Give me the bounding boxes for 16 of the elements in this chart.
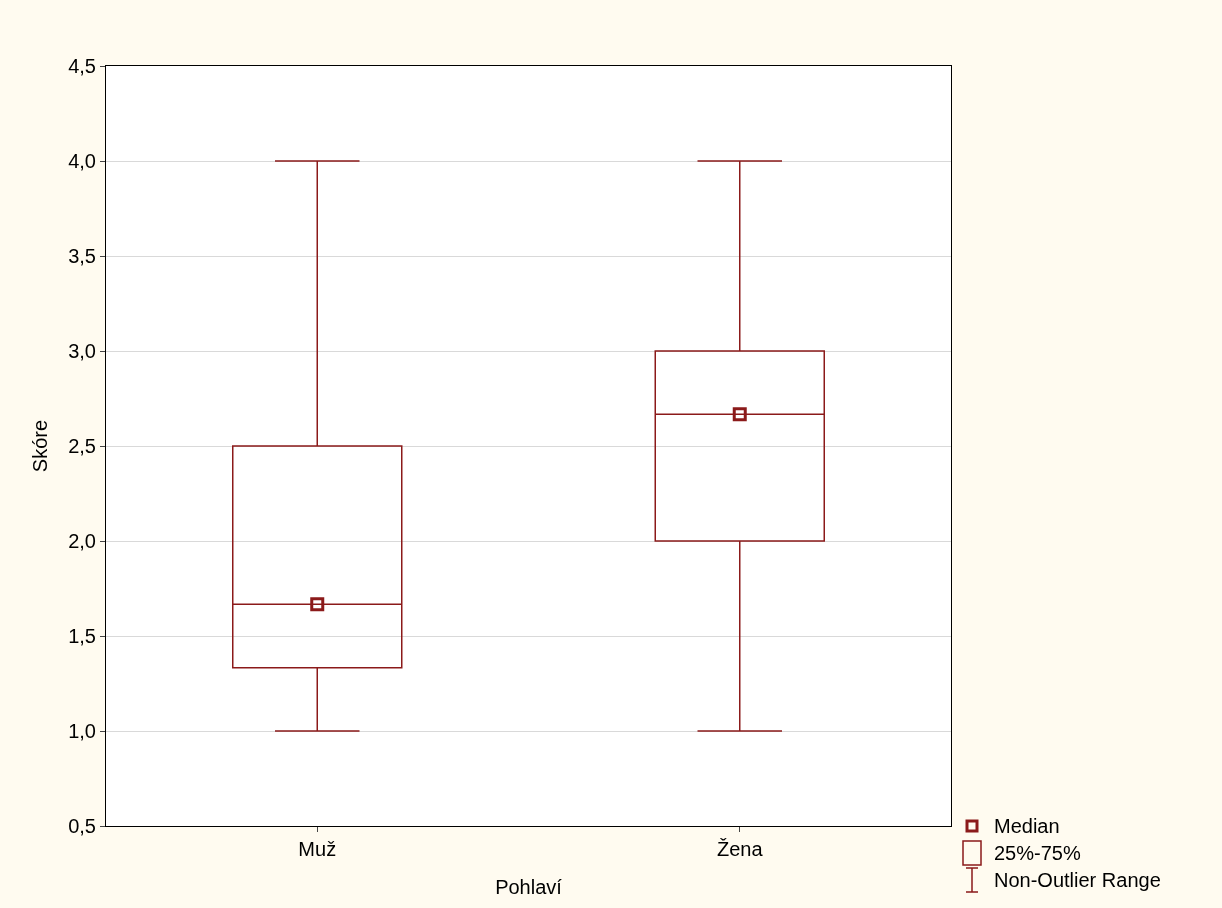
y-tick-label: 4,0 (68, 150, 96, 172)
y-tick-label: 1,5 (68, 625, 96, 647)
y-tick-label: 3,0 (68, 340, 96, 362)
x-axis-title: Pohlaví (495, 875, 563, 898)
text: 25%-75% (994, 842, 1081, 864)
y-axis-title: Skóre (28, 419, 51, 473)
y-tick-label: 1,0 (68, 720, 96, 742)
text: Median (994, 815, 1060, 837)
text: Non-Outlier Range (994, 869, 1161, 891)
y-tick-label: 2,5 (68, 435, 96, 457)
y-tick-label: 3,5 (68, 245, 96, 267)
x-tick-label: Žena (716, 838, 764, 860)
y-tick-label: 0,5 (68, 815, 96, 837)
x-tick-label: Muž (298, 838, 337, 860)
y-tick-label: 4,5 (68, 55, 96, 77)
y-tick-label: 2,0 (68, 530, 96, 552)
